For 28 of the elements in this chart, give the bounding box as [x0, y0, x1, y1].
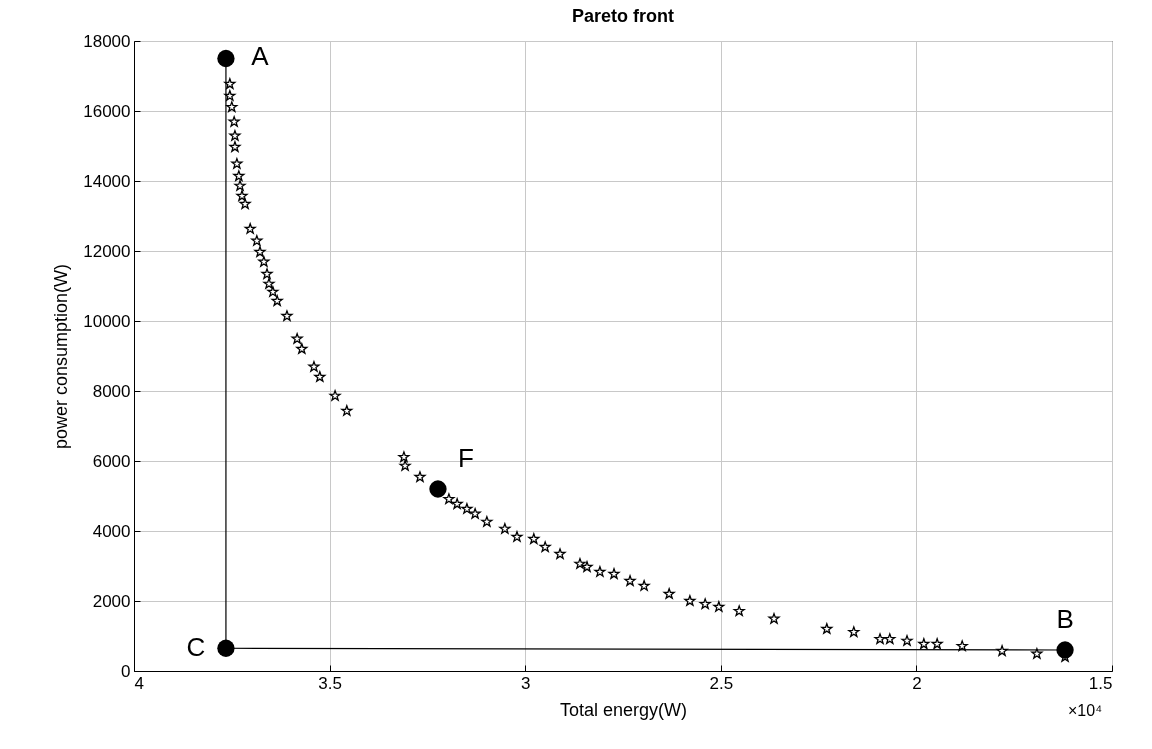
x-axis-title: Total energy(W)	[559, 699, 688, 720]
point	[1056, 641, 1074, 659]
x-tick-label: 2.5	[709, 673, 734, 693]
y-tick-label: 18000	[83, 31, 131, 51]
y-tick-label: 8000	[92, 381, 131, 401]
y-tick-label: 6000	[92, 451, 131, 471]
annotation: C	[186, 632, 206, 663]
text: ×10⁴	[1067, 702, 1103, 719]
y-tick-label: 14000	[83, 171, 131, 191]
x-tick-label: 2	[912, 673, 922, 693]
x-tick-label: 3.5	[318, 673, 342, 693]
chart-title: Pareto front	[571, 6, 675, 26]
x-tick-label: 1.5	[1088, 673, 1113, 693]
annotation: B	[1056, 604, 1074, 634]
x-tick-label: 3	[520, 673, 531, 693]
y-tick-label: 10000	[83, 311, 131, 331]
point	[217, 639, 235, 657]
annotation: F	[458, 443, 474, 473]
y-tick-label: 0	[121, 661, 131, 681]
point	[429, 480, 447, 498]
y-tick-label: 16000	[83, 101, 131, 121]
y-tick-label: 12000	[83, 241, 131, 261]
y-axis-title: power consumption(W)	[51, 263, 72, 450]
point	[217, 49, 235, 68]
y-tick-label: 2000	[92, 591, 131, 611]
annotation: A	[251, 40, 270, 71]
y-tick-label: 4000	[92, 521, 131, 541]
x-tick-label: 4	[134, 673, 144, 693]
